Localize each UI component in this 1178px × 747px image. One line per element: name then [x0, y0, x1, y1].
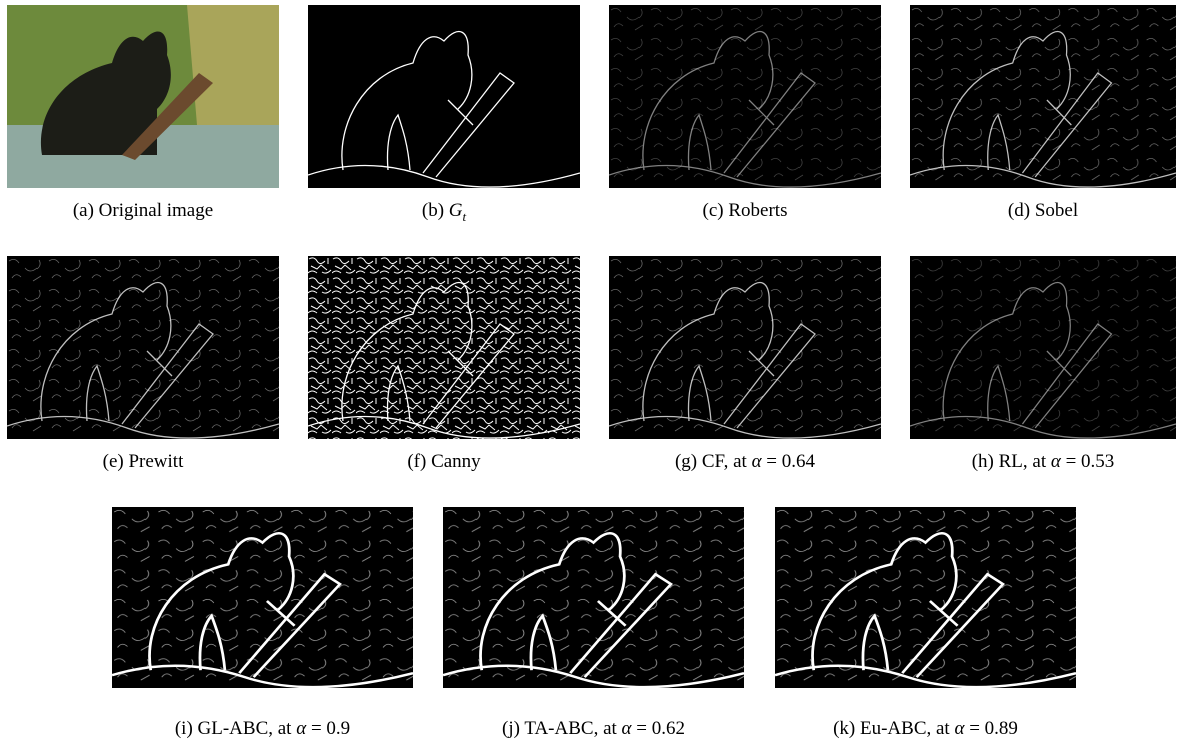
caption-name: Eu-ABC, at: [860, 718, 950, 739]
caption-value: 0.9: [326, 718, 350, 739]
caption-name: Canny: [431, 451, 481, 472]
caption-symbol: α: [622, 718, 632, 739]
caption: (e) Prewitt: [103, 451, 184, 473]
edges: [308, 256, 580, 439]
caption-value: 0.89: [985, 718, 1018, 739]
texture: [112, 507, 413, 688]
caption-name: GL-ABC, at: [198, 718, 292, 739]
caption-operator: =: [311, 718, 322, 739]
panel-image: [775, 507, 1076, 688]
panel-image: [308, 5, 580, 188]
panel-image: [910, 5, 1176, 188]
caption-name: Prewitt: [128, 451, 183, 472]
caption-symbol: α: [752, 451, 762, 472]
texture: [910, 256, 1176, 439]
panel-image: [7, 256, 279, 439]
caption-label: (d): [1008, 200, 1030, 221]
caption: (k) Eu-ABC, at α = 0.89: [833, 718, 1018, 740]
caption-name: Roberts: [728, 200, 787, 221]
panel-image: [443, 507, 744, 688]
caption-name: RL, at: [999, 451, 1047, 472]
figure: (a) Original image (b) Gt (c) Roberts (d) S…: [0, 0, 1178, 747]
panel-image: [910, 256, 1176, 439]
texture: [609, 256, 881, 439]
caption: (f) Canny: [407, 451, 480, 473]
caption-value: 0.53: [1081, 451, 1114, 472]
caption: (d) Sobel: [1008, 200, 1078, 222]
caption: (h) RL, at α = 0.53: [972, 451, 1115, 473]
caption-label: (a): [73, 200, 94, 221]
caption: (a) Original image: [73, 200, 213, 222]
caption-name: CF, at: [702, 451, 747, 472]
caption: (b) Gt: [422, 200, 466, 225]
caption-subscript: t: [463, 209, 467, 224]
texture: [443, 507, 744, 688]
caption-symbol: α: [296, 718, 306, 739]
panel-image: [609, 256, 881, 439]
caption-value: 0.62: [652, 718, 685, 739]
caption: (i) GL-ABC, at α = 0.9: [175, 718, 350, 740]
texture: [910, 5, 1176, 188]
panel-image: [308, 256, 580, 439]
panel-image: [7, 5, 279, 188]
caption-symbol: α: [1051, 451, 1061, 472]
caption-label: (b): [422, 200, 444, 221]
caption-value: 0.64: [782, 451, 815, 472]
caption-label: (f): [407, 451, 426, 472]
caption-operator: =: [766, 451, 777, 472]
caption-label: (h): [972, 451, 994, 472]
caption-label: (k): [833, 718, 855, 739]
caption-symbol: G: [449, 200, 463, 221]
texture: [7, 256, 279, 439]
caption-operator: =: [969, 718, 980, 739]
panel-image: [112, 507, 413, 688]
caption-operator: =: [1066, 451, 1077, 472]
caption-label: (i): [175, 718, 193, 739]
texture: [775, 507, 1076, 688]
caption-symbol: α: [954, 718, 964, 739]
caption-name: Original image: [99, 200, 214, 221]
caption: (j) TA-ABC, at α = 0.62: [502, 718, 685, 740]
background: [308, 5, 580, 188]
caption-operator: =: [636, 718, 647, 739]
caption-label: (j): [502, 718, 520, 739]
caption: (c) Roberts: [703, 200, 788, 222]
caption-label: (e): [103, 451, 124, 472]
panel-image: [609, 5, 881, 188]
caption-label: (c): [703, 200, 724, 221]
texture: [609, 5, 881, 188]
caption-name: Sobel: [1035, 200, 1078, 221]
grass: [187, 5, 279, 125]
caption-name: TA-ABC, at: [524, 718, 616, 739]
caption: (g) CF, at α = 0.64: [675, 451, 815, 473]
caption-label: (g): [675, 451, 697, 472]
